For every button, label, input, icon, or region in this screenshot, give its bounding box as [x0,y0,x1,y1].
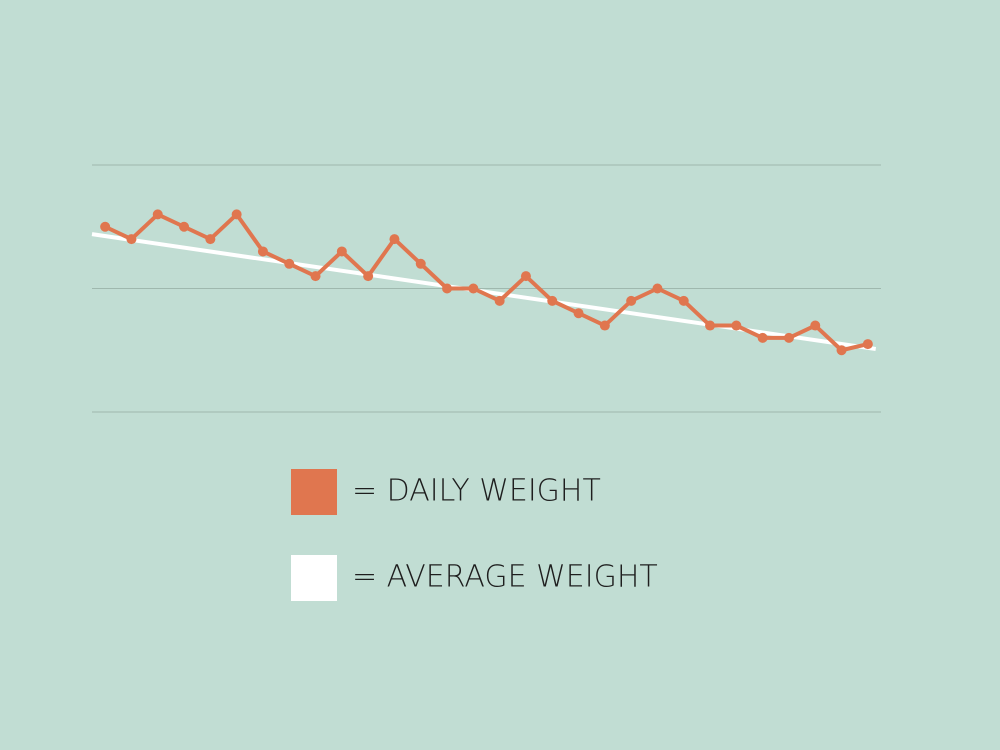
data-point [678,295,689,306]
data-point [626,295,637,306]
data-point [363,271,374,282]
data-point [100,221,111,232]
data-point [205,234,216,245]
data-point [152,209,163,220]
legend-label: = AVERAGE WEIGHT [352,560,658,595]
data-point [231,209,242,220]
data-point [599,320,610,331]
data-point [442,283,453,294]
data-point [836,345,847,356]
data-point [652,283,663,294]
data-point [547,295,558,306]
data-point [810,320,821,331]
data-point [336,246,347,257]
data-point [179,221,190,232]
data-point [757,332,768,343]
data-point [126,234,137,245]
data-point [389,234,400,245]
data-point [284,258,295,269]
data-point [731,320,742,331]
data-point [520,271,531,282]
data-point [573,308,584,319]
data-point [705,320,716,331]
data-point [862,339,873,350]
legend-label: = DAILY WEIGHT [352,474,601,509]
data-point [415,258,426,269]
legend-swatch [291,555,337,601]
data-point [494,295,505,306]
data-point [468,283,479,294]
data-point [783,332,794,343]
legend-swatch [291,469,337,515]
data-point [257,246,268,257]
data-point [310,271,321,282]
